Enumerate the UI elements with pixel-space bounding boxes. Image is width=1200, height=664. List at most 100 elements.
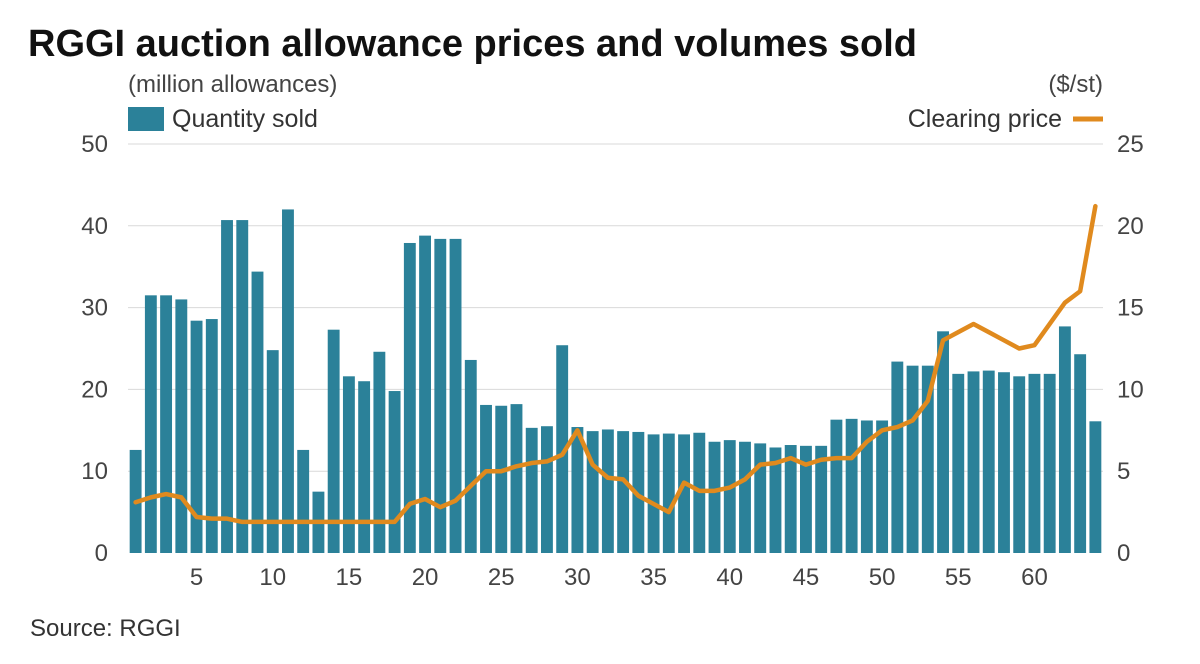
price-point — [576, 429, 579, 432]
bar-quantity-sold — [830, 419, 843, 553]
bar-quantity-sold — [358, 381, 371, 553]
price-point — [423, 497, 427, 501]
price-point — [1094, 204, 1097, 208]
price-point — [804, 463, 808, 466]
price-point — [850, 456, 853, 460]
bar-quantity-sold — [708, 441, 721, 553]
price-point — [408, 502, 412, 506]
right-tick-label: 20 — [1117, 213, 1144, 240]
price-point — [728, 486, 731, 489]
bar-quantity-sold — [1043, 373, 1056, 553]
price-point — [347, 520, 351, 524]
bar-quantity-sold — [327, 329, 340, 553]
bar-quantity-sold — [221, 220, 233, 553]
x-tick-label: 50 — [869, 564, 896, 591]
price-point — [469, 484, 472, 488]
bar-quantity-sold — [937, 331, 949, 553]
price-point — [896, 425, 899, 429]
left-tick-label: 10 — [81, 458, 108, 485]
price-point — [454, 499, 457, 502]
chart-title: RGGI auction allowance prices and volume… — [28, 23, 917, 65]
left-tick-label: 50 — [81, 131, 108, 158]
bar-quantity-sold — [952, 373, 965, 553]
right-axis-ticks: 0 5 10 15 20 25 — [1117, 131, 1144, 567]
x-tick-label: 40 — [716, 564, 743, 591]
source-note: Source: RGGI — [30, 615, 181, 642]
price-point — [759, 463, 762, 466]
price-point — [241, 520, 244, 524]
price-point — [149, 496, 153, 499]
price-point — [545, 460, 549, 463]
price-point — [774, 461, 777, 465]
price-point — [865, 440, 869, 443]
x-tick-label: 35 — [640, 564, 667, 591]
bars — [129, 209, 1102, 554]
left-axis-unit: (million allowances) — [128, 71, 337, 98]
bar-quantity-sold — [1028, 373, 1041, 553]
price-point — [256, 520, 259, 524]
bar-quantity-sold — [160, 295, 173, 553]
bar-quantity-sold — [891, 361, 904, 553]
bar-quantity-sold — [1074, 354, 1087, 553]
bar-quantity-sold — [921, 365, 934, 553]
price-line — [133, 203, 1098, 525]
price-point — [225, 517, 229, 520]
left-axis-ticks: 0 10 20 30 40 50 — [81, 131, 108, 567]
legend-label-price: Clearing price — [908, 105, 1062, 133]
bar-quantity-sold — [403, 242, 416, 554]
x-tick-label: 60 — [1021, 564, 1048, 591]
x-tick-label: 10 — [259, 564, 286, 591]
price-point — [332, 520, 335, 524]
bar-quantity-sold — [373, 351, 386, 553]
price-point — [591, 463, 594, 466]
price-point — [1033, 344, 1036, 347]
bar-quantity-sold — [541, 426, 553, 553]
bar-quantity-sold — [906, 365, 919, 553]
bar-quantity-sold — [434, 238, 447, 553]
bar-quantity-sold — [419, 235, 432, 553]
x-tick-label: 5 — [190, 564, 203, 591]
bar-quantity-sold — [495, 405, 508, 553]
price-point — [362, 520, 366, 524]
left-tick-label: 20 — [81, 376, 108, 403]
bar-quantity-sold — [464, 359, 477, 553]
bar-quantity-sold — [342, 376, 355, 553]
price-point — [180, 496, 183, 499]
price-point — [667, 510, 671, 514]
price-point — [134, 501, 137, 504]
bar-quantity-sold — [1089, 421, 1102, 553]
bar-quantity-sold — [799, 445, 812, 553]
price-point — [439, 505, 442, 509]
legend: Quantity sold Clearing price — [128, 105, 1103, 133]
price-point — [789, 456, 792, 460]
bar-quantity-sold — [556, 345, 569, 553]
price-line-layer — [133, 203, 1098, 525]
price-point — [164, 492, 168, 496]
legend-swatch-quantity — [128, 107, 164, 131]
x-axis-ticks: 5 10 15 20 25 30 35 40 45 50 55 60 — [190, 564, 1048, 591]
price-point — [286, 520, 290, 524]
x-tick-label: 25 — [488, 564, 515, 591]
bar-quantity-sold — [845, 418, 858, 553]
price-point — [1078, 290, 1082, 293]
price-point — [835, 456, 838, 460]
bar-quantity-sold — [647, 434, 660, 553]
price-point — [530, 461, 533, 465]
price-point — [713, 489, 716, 493]
price-point — [1048, 322, 1051, 326]
bar-quantity-sold — [1058, 326, 1071, 553]
price-point — [500, 470, 503, 473]
bar-quantity-sold — [388, 391, 401, 553]
bar-quantity-sold — [1013, 376, 1026, 553]
price-point — [880, 429, 884, 432]
price-point — [926, 399, 929, 403]
bar-quantity-sold — [480, 404, 492, 553]
bar-quantity-sold — [205, 319, 218, 553]
right-tick-label: 5 — [1117, 458, 1130, 485]
price-point — [911, 419, 914, 422]
price-point — [484, 470, 488, 473]
bar-quantity-sold — [998, 372, 1010, 553]
price-point — [317, 520, 320, 524]
price-point — [941, 339, 945, 342]
